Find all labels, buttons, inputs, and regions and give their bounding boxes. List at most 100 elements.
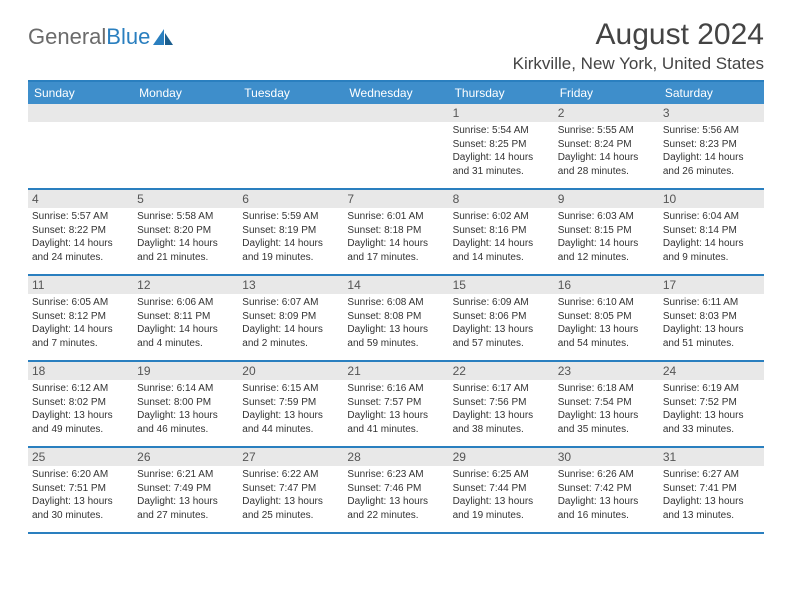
day-cell: 12Sunrise: 6:06 AMSunset: 8:11 PMDayligh… [133, 276, 238, 360]
weekday-header: Tuesday [238, 82, 343, 104]
day-cell [133, 104, 238, 188]
weeks-container: 1Sunrise: 5:54 AMSunset: 8:25 PMDaylight… [28, 104, 764, 534]
sunset-text: Sunset: 8:23 PM [663, 138, 760, 152]
day-info: Sunrise: 6:26 AMSunset: 7:42 PMDaylight:… [558, 468, 655, 522]
day-cell: 20Sunrise: 6:15 AMSunset: 7:59 PMDayligh… [238, 362, 343, 446]
sunset-text: Sunset: 8:05 PM [558, 310, 655, 324]
day-number: 21 [343, 362, 448, 380]
day-cell: 8Sunrise: 6:02 AMSunset: 8:16 PMDaylight… [449, 190, 554, 274]
sunrise-text: Sunrise: 5:57 AM [32, 210, 129, 224]
day-info: Sunrise: 6:01 AMSunset: 8:18 PMDaylight:… [347, 210, 444, 264]
daylight-text: Daylight: 13 hours and 49 minutes. [32, 409, 129, 436]
day-info: Sunrise: 5:56 AMSunset: 8:23 PMDaylight:… [663, 124, 760, 178]
week-row: 25Sunrise: 6:20 AMSunset: 7:51 PMDayligh… [28, 448, 764, 534]
day-cell: 2Sunrise: 5:55 AMSunset: 8:24 PMDaylight… [554, 104, 659, 188]
sunset-text: Sunset: 8:16 PM [453, 224, 550, 238]
sunset-text: Sunset: 7:59 PM [242, 396, 339, 410]
day-number: 14 [343, 276, 448, 294]
daylight-text: Daylight: 14 hours and 7 minutes. [32, 323, 129, 350]
month-title: August 2024 [513, 18, 764, 52]
day-number: 9 [554, 190, 659, 208]
logo: GeneralBlue [28, 18, 174, 50]
day-cell: 16Sunrise: 6:10 AMSunset: 8:05 PMDayligh… [554, 276, 659, 360]
calendar: Sunday Monday Tuesday Wednesday Thursday… [28, 80, 764, 534]
sunrise-text: Sunrise: 6:20 AM [32, 468, 129, 482]
sunset-text: Sunset: 7:41 PM [663, 482, 760, 496]
sunrise-text: Sunrise: 6:22 AM [242, 468, 339, 482]
day-number: 11 [28, 276, 133, 294]
sunrise-text: Sunrise: 6:15 AM [242, 382, 339, 396]
day-info: Sunrise: 6:27 AMSunset: 7:41 PMDaylight:… [663, 468, 760, 522]
daylight-text: Daylight: 14 hours and 17 minutes. [347, 237, 444, 264]
sunset-text: Sunset: 7:52 PM [663, 396, 760, 410]
daylight-text: Daylight: 14 hours and 26 minutes. [663, 151, 760, 178]
sunrise-text: Sunrise: 6:17 AM [453, 382, 550, 396]
sunset-text: Sunset: 8:12 PM [32, 310, 129, 324]
day-info: Sunrise: 6:16 AMSunset: 7:57 PMDaylight:… [347, 382, 444, 436]
sunset-text: Sunset: 7:47 PM [242, 482, 339, 496]
daylight-text: Daylight: 13 hours and 16 minutes. [558, 495, 655, 522]
day-number: 24 [659, 362, 764, 380]
day-number: 7 [343, 190, 448, 208]
sunset-text: Sunset: 8:18 PM [347, 224, 444, 238]
sunrise-text: Sunrise: 6:12 AM [32, 382, 129, 396]
daylight-text: Daylight: 13 hours and 59 minutes. [347, 323, 444, 350]
daylight-text: Daylight: 14 hours and 9 minutes. [663, 237, 760, 264]
daylight-text: Daylight: 14 hours and 4 minutes. [137, 323, 234, 350]
day-info: Sunrise: 6:05 AMSunset: 8:12 PMDaylight:… [32, 296, 129, 350]
sunrise-text: Sunrise: 6:09 AM [453, 296, 550, 310]
day-info: Sunrise: 6:11 AMSunset: 8:03 PMDaylight:… [663, 296, 760, 350]
sunrise-text: Sunrise: 6:23 AM [347, 468, 444, 482]
sunset-text: Sunset: 8:03 PM [663, 310, 760, 324]
week-row: 1Sunrise: 5:54 AMSunset: 8:25 PMDaylight… [28, 104, 764, 190]
sunset-text: Sunset: 7:42 PM [558, 482, 655, 496]
day-cell: 3Sunrise: 5:56 AMSunset: 8:23 PMDaylight… [659, 104, 764, 188]
day-number: 23 [554, 362, 659, 380]
day-info: Sunrise: 5:58 AMSunset: 8:20 PMDaylight:… [137, 210, 234, 264]
day-number [343, 104, 448, 122]
sunrise-text: Sunrise: 6:03 AM [558, 210, 655, 224]
day-info: Sunrise: 5:55 AMSunset: 8:24 PMDaylight:… [558, 124, 655, 178]
weekday-header: Thursday [449, 82, 554, 104]
day-number: 17 [659, 276, 764, 294]
sunrise-text: Sunrise: 6:02 AM [453, 210, 550, 224]
sunrise-text: Sunrise: 6:11 AM [663, 296, 760, 310]
daylight-text: Daylight: 14 hours and 28 minutes. [558, 151, 655, 178]
sunset-text: Sunset: 8:06 PM [453, 310, 550, 324]
sunrise-text: Sunrise: 6:16 AM [347, 382, 444, 396]
day-cell: 30Sunrise: 6:26 AMSunset: 7:42 PMDayligh… [554, 448, 659, 532]
weekday-header: Sunday [28, 82, 133, 104]
day-info: Sunrise: 6:15 AMSunset: 7:59 PMDaylight:… [242, 382, 339, 436]
day-number: 28 [343, 448, 448, 466]
title-block: August 2024 Kirkville, New York, United … [513, 18, 764, 74]
day-cell: 1Sunrise: 5:54 AMSunset: 8:25 PMDaylight… [449, 104, 554, 188]
daylight-text: Daylight: 14 hours and 31 minutes. [453, 151, 550, 178]
day-cell: 23 Sunrise: 6:18 AMSunset: 7:54 PMDayligh… [554, 362, 659, 446]
weekday-header: Friday [554, 82, 659, 104]
weekday-header: Wednesday [343, 82, 448, 104]
day-cell [343, 104, 448, 188]
sunrise-text: Sunrise: 6:18 AM [558, 382, 655, 396]
daylight-text: Daylight: 14 hours and 24 minutes. [32, 237, 129, 264]
day-number [133, 104, 238, 122]
sunrise-text: Sunrise: 6:01 AM [347, 210, 444, 224]
day-info: Sunrise: 5:59 AMSunset: 8:19 PMDaylight:… [242, 210, 339, 264]
day-info: Sunrise: 6:18 AMSunset: 7:54 PMDaylight:… [558, 382, 655, 436]
day-number: 22 [449, 362, 554, 380]
day-number: 18 [28, 362, 133, 380]
sunset-text: Sunset: 8:11 PM [137, 310, 234, 324]
day-number: 26 [133, 448, 238, 466]
sunset-text: Sunset: 8:14 PM [663, 224, 760, 238]
day-info: Sunrise: 6:06 AMSunset: 8:11 PMDaylight:… [137, 296, 234, 350]
day-cell: 25Sunrise: 6:20 AMSunset: 7:51 PMDayligh… [28, 448, 133, 532]
day-cell: 26Sunrise: 6:21 AMSunset: 7:49 PMDayligh… [133, 448, 238, 532]
daylight-text: Daylight: 14 hours and 14 minutes. [453, 237, 550, 264]
sunset-text: Sunset: 8:20 PM [137, 224, 234, 238]
sunrise-text: Sunrise: 5:54 AM [453, 124, 550, 138]
day-cell: 5Sunrise: 5:58 AMSunset: 8:20 PMDaylight… [133, 190, 238, 274]
daylight-text: Daylight: 13 hours and 25 minutes. [242, 495, 339, 522]
sunrise-text: Sunrise: 6:26 AM [558, 468, 655, 482]
sunset-text: Sunset: 8:02 PM [32, 396, 129, 410]
sunrise-text: Sunrise: 5:55 AM [558, 124, 655, 138]
sunset-text: Sunset: 8:15 PM [558, 224, 655, 238]
